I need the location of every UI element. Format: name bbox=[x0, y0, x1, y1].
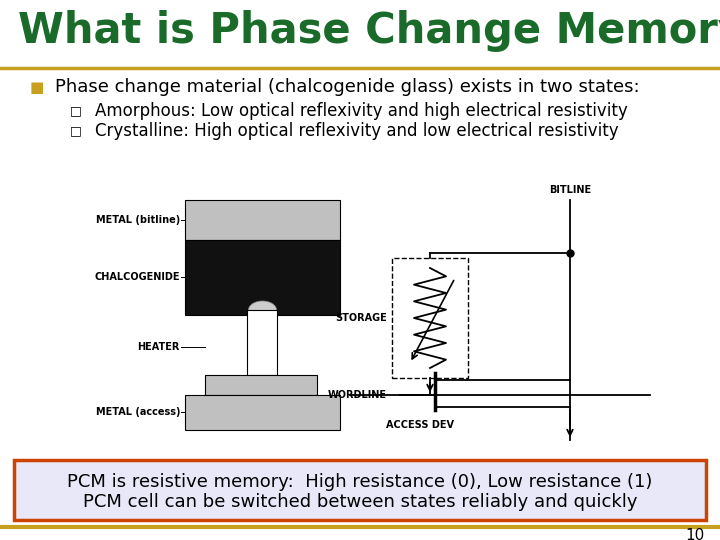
Text: Crystalline: High optical reflexivity and low electrical resistivity: Crystalline: High optical reflexivity an… bbox=[95, 122, 618, 140]
Text: ■: ■ bbox=[30, 80, 45, 95]
Text: METAL (bitline): METAL (bitline) bbox=[96, 215, 180, 225]
Text: ACCESS DEV: ACCESS DEV bbox=[386, 420, 454, 430]
Text: BITLINE: BITLINE bbox=[549, 185, 591, 195]
Bar bbox=[185, 395, 340, 430]
Text: 10: 10 bbox=[685, 528, 705, 540]
Bar bbox=[185, 200, 340, 240]
Bar bbox=[247, 310, 277, 375]
Text: WORDLINE: WORDLINE bbox=[328, 390, 387, 400]
Text: METAL (access): METAL (access) bbox=[96, 407, 180, 417]
Bar bbox=[14, 460, 706, 520]
Bar bbox=[392, 258, 468, 378]
Text: CHALCOGENIDE: CHALCOGENIDE bbox=[94, 272, 180, 282]
Text: What is Phase Change Memory?: What is Phase Change Memory? bbox=[18, 10, 720, 52]
Text: □: □ bbox=[70, 104, 82, 117]
Bar bbox=[205, 375, 317, 395]
Text: □: □ bbox=[70, 124, 82, 137]
Text: PCM is resistive memory:  High resistance (0), Low resistance (1): PCM is resistive memory: High resistance… bbox=[67, 473, 653, 491]
Ellipse shape bbox=[248, 301, 276, 319]
Text: STORAGE: STORAGE bbox=[336, 313, 387, 323]
Text: HEATER: HEATER bbox=[138, 342, 180, 352]
Text: PCM cell can be switched between states reliably and quickly: PCM cell can be switched between states … bbox=[83, 493, 637, 511]
Text: Phase change material (chalcogenide glass) exists in two states:: Phase change material (chalcogenide glas… bbox=[55, 78, 639, 96]
Text: Amorphous: Low optical reflexivity and high electrical resistivity: Amorphous: Low optical reflexivity and h… bbox=[95, 102, 628, 120]
Bar bbox=[185, 240, 340, 315]
